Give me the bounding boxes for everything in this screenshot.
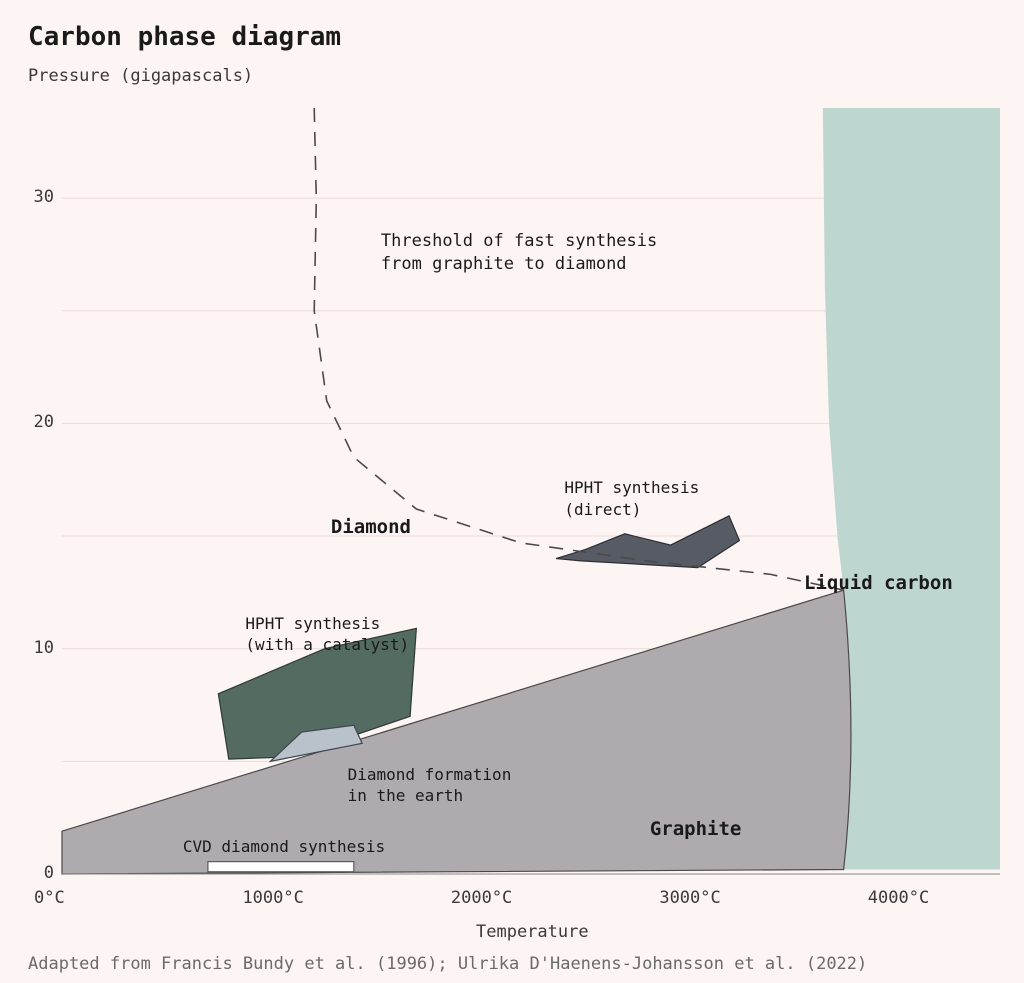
source-footer: Adapted from Francis Bundy et al. (1996)… [28,954,867,974]
threshold-label: Threshold of fast synthesisfrom graphite… [381,230,657,276]
x-tick-1000: 1000°C [242,888,303,908]
plot-area: 01020300°C1000°C2000°C3000°C4000°CTemper… [62,108,1000,874]
y-tick-20: 20 [24,412,54,432]
x-axis-label: Temperature [476,922,589,942]
x-tick-0: 0°C [34,888,65,908]
y-tick-30: 30 [24,187,54,207]
y-tick-10: 10 [24,638,54,658]
chart-title: Carbon phase diagram [28,22,341,52]
diagram-container: Carbon phase diagram Pressure (gigapasca… [0,0,1024,983]
liquid-carbon-label: Liquid carbon [804,572,953,594]
y-tick-0: 0 [24,863,54,883]
plot-svg [62,108,1000,874]
graphite-label: Graphite [650,818,742,840]
y-axis-label: Pressure (gigapascals) [28,66,253,86]
earth-formation-label: Diamond formationin the earth [348,764,512,807]
cvd-label: CVD diamond synthesis [183,836,385,858]
x-tick-2000: 2000°C [451,888,512,908]
x-tick-3000: 3000°C [659,888,720,908]
hpht-catalyst-label: HPHT synthesis(with a catalyst) [245,613,409,656]
hpht-direct-label: HPHT synthesis(direct) [564,477,699,520]
diamond-label: Diamond [331,516,411,538]
x-tick-4000: 4000°C [868,888,929,908]
